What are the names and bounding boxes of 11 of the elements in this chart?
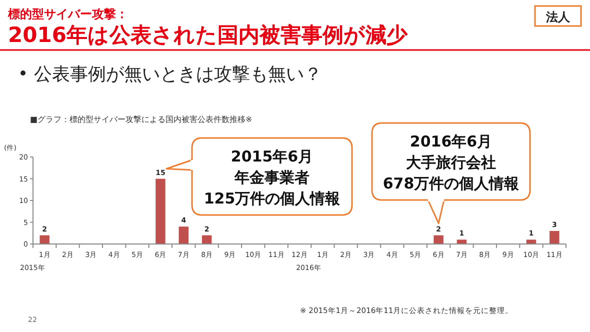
annotation: 大手旅行会社: [406, 154, 496, 172]
annotation: 125万件の個人情報: [204, 190, 342, 208]
text: 2016年6月: [410, 132, 492, 150]
annotation: 2015年6月: [230, 148, 314, 166]
chart-title: 標的型サイバー攻撃：: [7, 7, 128, 21]
text: 公表事例が無いときは攻撃も無い？: [34, 64, 322, 85]
chart-subtitle: 2016年は公表された国内被害事例が減少: [8, 23, 408, 47]
annotation: 年金事業者: [234, 168, 310, 186]
text: ■グラフ：標的型サイバー攻撃による国内被害公表件数推移※: [30, 115, 252, 124]
text: 法人: [545, 10, 571, 24]
annotation: 678万件の個人情報: [382, 174, 520, 192]
